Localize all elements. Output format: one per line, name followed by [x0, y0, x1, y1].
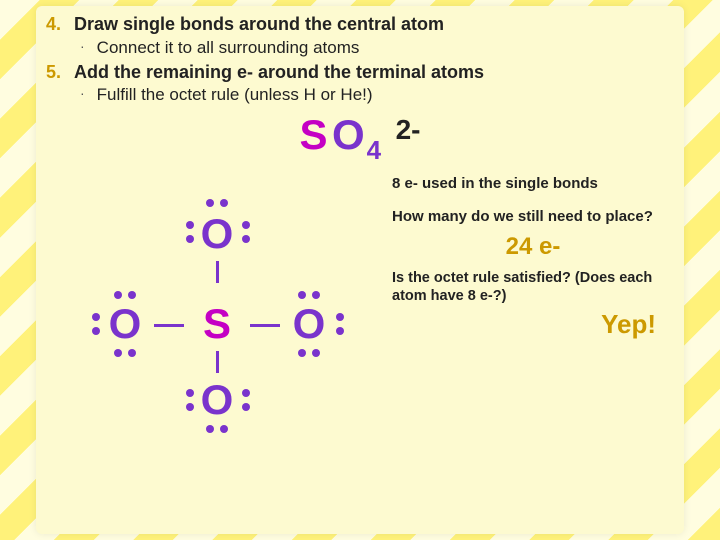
atom-o-left: O	[102, 301, 148, 347]
info-answer-2: Yep!	[392, 309, 674, 340]
step-5-number: 5.	[46, 62, 68, 84]
lone-pair	[206, 199, 228, 207]
step-4-sub-text: Connect it to all surrounding atoms	[97, 38, 360, 58]
bullet-icon: ·	[80, 85, 85, 105]
lone-pair	[186, 221, 194, 243]
step-5-sub: · Fulfill the octet rule (unless H or He…	[80, 85, 674, 105]
lone-pair	[242, 389, 250, 411]
info-question-2: Is the octet rule satisfied? (Does each …	[392, 269, 674, 305]
bond-left	[154, 324, 184, 327]
bond-top	[216, 261, 219, 283]
lone-pair	[114, 291, 136, 299]
step-4: 4. Draw single bonds around the central …	[46, 14, 674, 36]
lewis-structure: S O O O O	[46, 167, 386, 447]
atom-s-center: S	[194, 301, 240, 347]
step-4-sub: · Connect it to all surrounding atoms	[80, 38, 674, 58]
bond-right	[250, 324, 280, 327]
formula-s: S	[300, 111, 328, 158]
lone-pair	[92, 313, 100, 335]
atom-o-bottom: O	[194, 377, 240, 423]
formula-subscript: 4	[367, 135, 381, 165]
step-5: 5. Add the remaining e- around the termi…	[46, 62, 674, 84]
chemical-formula: S O4 2-	[46, 111, 674, 159]
lone-pair	[206, 425, 228, 433]
formula-o: O	[332, 111, 365, 158]
slide: 4. Draw single bonds around the central …	[36, 6, 684, 534]
step-5-sub-text: Fulfill the octet rule (unless H or He!)	[97, 85, 373, 105]
lone-pair	[242, 221, 250, 243]
atom-o-top: O	[194, 211, 240, 257]
lone-pair	[298, 291, 320, 299]
info-column: 8 e- used in the single bonds How many d…	[386, 167, 674, 447]
step-4-number: 4.	[46, 14, 68, 36]
lone-pair	[298, 349, 320, 357]
bullet-icon: ·	[80, 38, 85, 58]
info-answer-1: 24 e-	[392, 233, 674, 261]
lone-pair	[114, 349, 136, 357]
lone-pair	[336, 313, 344, 335]
lone-pair	[186, 389, 194, 411]
lower-region: S O O O O	[46, 167, 674, 447]
bond-bottom	[216, 351, 219, 373]
info-question-1: How many do we still need to place?	[392, 208, 674, 227]
info-bonds-used: 8 e- used in the single bonds	[392, 175, 674, 194]
step-4-text: Draw single bonds around the central ato…	[74, 14, 444, 36]
step-5-text: Add the remaining e- around the terminal…	[74, 62, 484, 84]
atom-o-right: O	[286, 301, 332, 347]
formula-charge: 2-	[396, 114, 421, 145]
